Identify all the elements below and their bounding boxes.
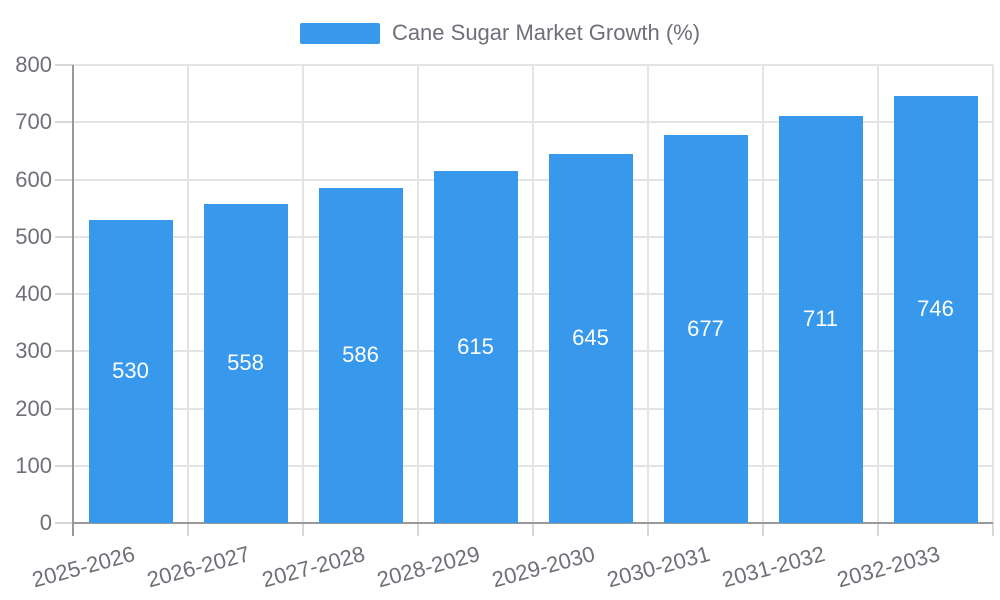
x-gridline xyxy=(992,65,994,523)
y-axis-tick xyxy=(55,350,73,353)
x-axis-tick xyxy=(302,523,304,536)
y-axis-label: 700 xyxy=(15,109,52,135)
y-axis-tick xyxy=(55,522,73,524)
x-gridline xyxy=(302,65,304,523)
legend[interactable]: Cane Sugar Market Growth (%) xyxy=(0,20,1000,46)
x-axis-tick xyxy=(762,523,764,536)
y-axis-label: 600 xyxy=(15,166,52,192)
x-axis-tick xyxy=(187,523,189,536)
y-axis-label: 200 xyxy=(15,395,52,421)
bar-2031-2032[interactable]: 711 xyxy=(778,115,863,523)
bar-value-label: 645 xyxy=(572,325,609,351)
x-gridline xyxy=(532,65,534,523)
y-axis-tick xyxy=(55,464,73,467)
y-axis-label: 500 xyxy=(15,223,52,249)
x-gridline xyxy=(417,65,419,523)
bar-value-label: 558 xyxy=(227,350,264,376)
y-axis-tick xyxy=(55,178,73,181)
y-axis-label: 100 xyxy=(15,452,52,478)
y-axis-tick xyxy=(55,121,73,124)
bar-2027-2028[interactable]: 586 xyxy=(318,187,403,523)
legend-label: Cane Sugar Market Growth (%) xyxy=(391,20,701,45)
x-axis-tick xyxy=(647,523,649,536)
bar-2025-2026[interactable]: 530 xyxy=(88,219,173,523)
bar-2029-2030[interactable]: 645 xyxy=(548,153,633,523)
legend-swatch xyxy=(299,22,380,44)
x-axis-tick xyxy=(532,523,534,536)
y-axis-tick xyxy=(55,293,73,295)
y-axis-tick xyxy=(55,64,73,66)
x-axis-line xyxy=(73,522,993,524)
bar-2030-2031[interactable]: 677 xyxy=(663,135,748,523)
x-axis-tick xyxy=(417,523,419,536)
y-axis-label: 0 xyxy=(39,510,52,535)
bar-2028-2029[interactable]: 615 xyxy=(433,170,518,523)
bar-2032-2033[interactable]: 746 xyxy=(893,95,978,523)
y-axis-label: 400 xyxy=(15,281,52,306)
bar-value-label: 615 xyxy=(457,333,494,359)
x-axis-tick xyxy=(877,523,879,536)
x-axis-tick xyxy=(992,523,994,536)
y-axis-tick xyxy=(55,407,73,410)
bar-value-label: 677 xyxy=(687,316,724,342)
x-gridline xyxy=(187,65,189,523)
y-axis-line xyxy=(72,65,74,536)
y-axis-tick xyxy=(55,235,73,238)
y-axis-label: 300 xyxy=(15,338,52,364)
bar-value-label: 746 xyxy=(917,296,954,322)
bar-2026-2027[interactable]: 558 xyxy=(203,203,288,523)
bar-value-label: 711 xyxy=(802,306,839,332)
y-axis-label: 800 xyxy=(15,52,52,77)
bar-value-label: 530 xyxy=(112,358,149,384)
x-gridline xyxy=(762,65,764,523)
bar-value-label: 586 xyxy=(342,342,379,368)
x-gridline xyxy=(877,65,879,523)
x-gridline xyxy=(647,65,649,523)
